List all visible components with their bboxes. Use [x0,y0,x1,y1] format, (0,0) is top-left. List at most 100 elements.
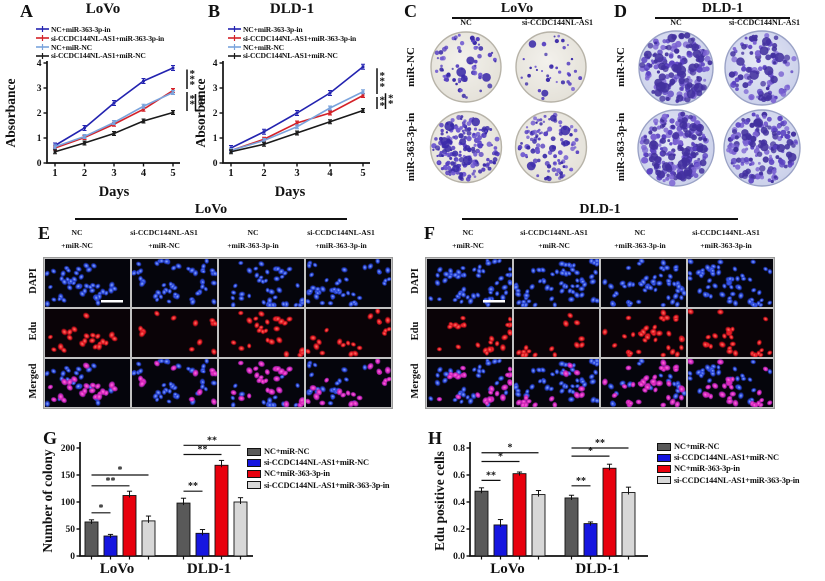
y-tick-label: 4 [37,59,42,69]
data-point [142,79,145,83]
fluorescence-image-merged [132,359,217,407]
fluorescence-image-edu [45,309,130,357]
data-point [361,65,365,69]
significance-stars: ** [207,435,217,446]
bar [176,502,191,557]
fluorescence-image-merged [427,359,512,407]
fluorescence-image-dapi [601,259,686,307]
legend-item: NC+miR-NC [657,441,799,452]
x-tick-label: 1 [52,168,57,179]
colony-dish [430,31,502,103]
panel-e-title: LoVo [75,202,347,220]
legend-item: NC+miR-NC [36,43,164,52]
x-axis-label: Days [275,184,306,200]
panel-a-title: LoVo [85,1,121,17]
fluorescence-image-merged [45,359,130,407]
data-point [295,121,299,125]
panel-b-title: DLD-1 [269,1,315,17]
legend-line-marker [36,26,49,33]
legend-item: si-CCDC144NL-AS1+miR-363-3p-in [247,480,390,491]
legend-swatch [247,447,261,456]
legend-label: NC+miR-NC [674,442,720,452]
fluorescence-grid-dld1 [425,257,775,409]
data-point [361,94,365,97]
significance-stars: * [190,98,196,110]
legend-item: si-CCDC144NL-AS1+miR-363-3p-in [228,34,356,43]
legend-item: NC+miR-363-3p-in [247,468,389,479]
legend-swatch [247,458,261,467]
data-point [142,104,145,108]
row-label-edu: Edu [27,321,39,341]
y-axis-label: Absorbance [193,78,208,147]
y-tick-label: 0.6 [453,471,465,481]
fluorescence-image-dapi [427,259,512,307]
panel-c-title: LoVo [452,1,582,19]
fluorescence-image-edu [601,309,686,357]
legend-line-marker [36,35,49,42]
legend-label: si-CCDC144NL-AS1+miR-NC [264,458,369,468]
legend-label: si-CCDC144NL-AS1+miR-363-3p-in [51,33,165,43]
panel-label-c: C [404,1,417,21]
bar [621,492,636,557]
fluorescence-image-dapi [688,259,773,307]
significance-stars: * [190,93,196,105]
legend-swatch [247,469,261,478]
x-tick-label: 3 [294,168,299,179]
significance-stars: * [508,443,513,454]
significance-stars: ** [486,470,496,481]
panel-label-d: D [614,1,627,21]
x-tick-label: 2 [261,168,266,179]
y-tick-label: 4 [213,59,218,69]
data-point [83,135,86,138]
significance-stars: * [380,94,386,106]
significance-stars: ** [576,476,586,487]
data-point [361,109,365,112]
fluorescence-image-edu [427,309,512,357]
y-tick-label: 0.2 [453,525,465,535]
y-tick-label: 1 [37,134,42,144]
significance-stars: ** [106,476,116,487]
bar [583,523,598,557]
panel-label-e: E [38,223,51,243]
y-tick-label: 150 [61,471,76,481]
y-tick-label: 0.8 [453,444,465,454]
fluorescence-grid-lovo [43,257,393,409]
column-header: NC +miR-363-3p-in [614,228,666,250]
legend-item: si-CCDC144NL-AS1+miR-363-3p-in [36,34,164,43]
data-point [328,91,332,95]
colony-assay-lovo [429,31,588,184]
legend-line-marker [228,35,241,42]
legend-label: si-CCDC144NL-AS1+miR-NC [51,51,146,61]
bar [195,532,210,557]
x-tick-label: 1 [228,168,233,179]
y-tick-label: 1 [213,134,218,144]
y-axis-label: Number of colony [40,449,55,552]
significance-stars: * [388,98,394,110]
panel-label-b: B [208,1,221,21]
legend-label: si-CCDC144NL-AS1+miR-363-3p-in [264,480,390,490]
legend-item: si-CCDC144NL-AS1+miR-NC [228,51,356,60]
significance-stars: * [388,93,394,105]
legend-swatch [657,464,671,473]
legend-item: NC+miR-363-3p-in [657,463,799,474]
significance-stars: * [118,465,123,476]
fluorescence-image-merged [514,359,599,407]
legend-item: si-CCDC144NL-AS1+miR-NC [657,452,799,463]
legend-label: si-CCDC144NL-AS1+miR-363-3p-in [243,33,357,43]
column-header: NC +miR-NC [452,228,484,250]
data-point [112,121,116,124]
x-tick-label: 5 [170,168,175,179]
data-point [295,111,299,115]
scale-bar [101,300,123,303]
fluorescence-image-merged [688,359,773,407]
row-label-edu: Edu [409,321,421,341]
column-header-si-ccdc144nl-as1: si-CCDC144NL-AS1 [728,18,801,27]
series-line [230,66,364,149]
panel-g-legend: NC+miR-NC si-CCDC144NL-AS1+miR-NC NC+miR-3… [247,446,390,491]
fluorescence-image-edu [306,309,391,357]
bar [474,490,489,557]
panel-label-h: H [428,428,443,448]
data-point [295,125,299,129]
panel-label-f: F [424,223,435,243]
legend-label: si-CCDC144NL-AS1+miR-NC [674,453,779,463]
